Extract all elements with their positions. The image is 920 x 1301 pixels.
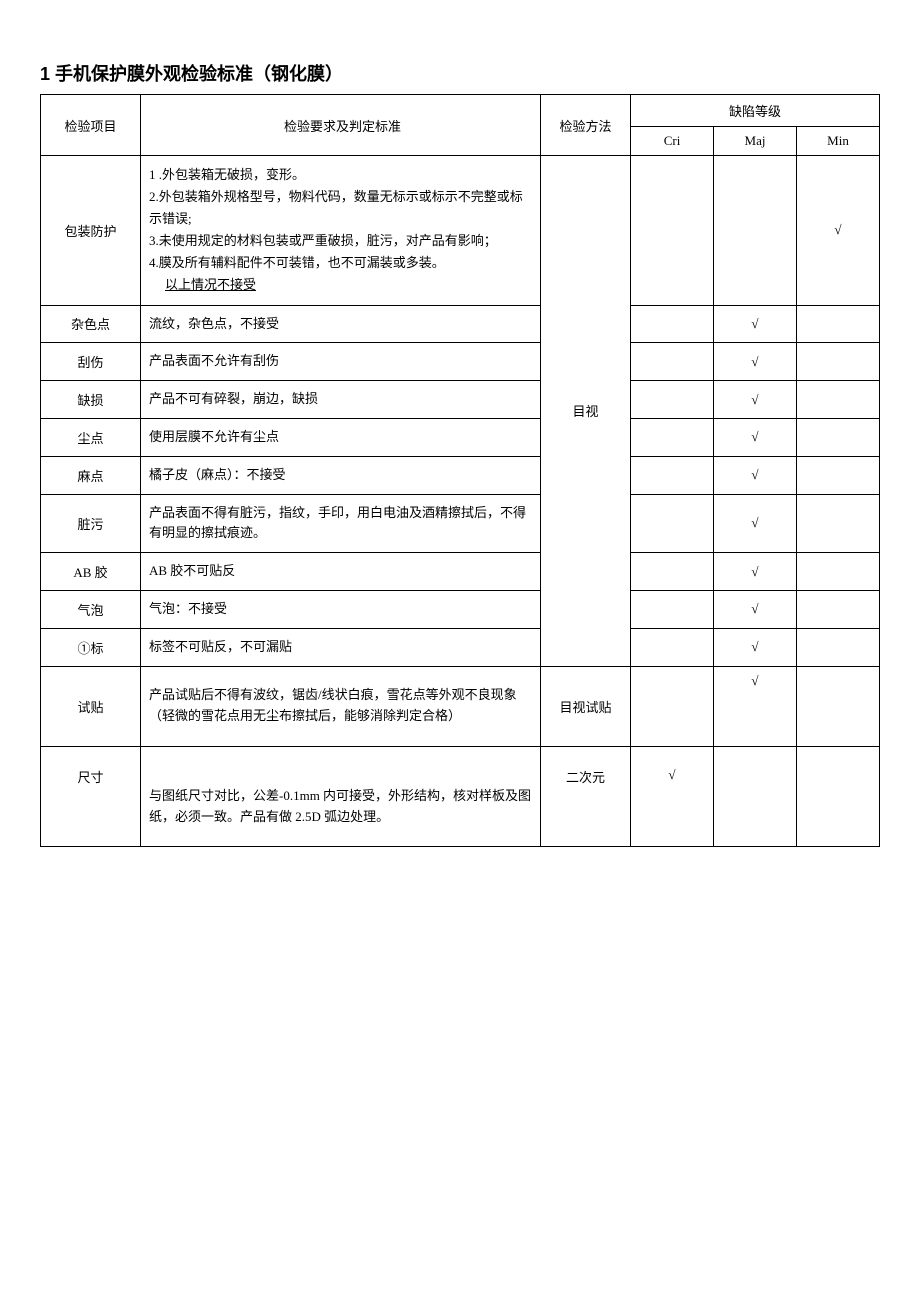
table-row: ①标 标签不可贴反，不可漏贴 √	[41, 628, 880, 666]
req-line: 4.膜及所有辅料配件不可装错，也不可漏装或多装。	[149, 255, 445, 270]
cri-cell	[631, 494, 714, 553]
item-cell: 试贴	[41, 666, 141, 746]
min-cell	[797, 666, 880, 746]
requirement-cell: 使用层膜不允许有尘点	[141, 418, 541, 456]
table-row: 缺损 产品不可有碎裂，崩边，缺损 √	[41, 381, 880, 419]
table-row: 试贴 产品试贴后不得有波纹，锯齿/线状白痕，雪花点等外观不良现象（轻微的雪花点用…	[41, 666, 880, 746]
item-cell: 缺损	[41, 381, 141, 419]
maj-cell	[714, 156, 797, 306]
maj-cell: √	[714, 456, 797, 494]
requirement-cell: 产品不可有碎裂，崩边，缺损	[141, 381, 541, 419]
cri-cell	[631, 343, 714, 381]
req-line: 3.未使用规定的材料包装或严重破损，脏污，对产品有影响；	[149, 233, 497, 248]
table-row: 尘点 使用层膜不允许有尘点 √	[41, 418, 880, 456]
header-item: 检验项目	[41, 95, 141, 156]
requirement-cell: 标签不可贴反，不可漏贴	[141, 628, 541, 666]
min-cell	[797, 305, 880, 343]
table-row: 尺寸 与图纸尺寸对比，公差-0.1mm 内可接受，外形结构，核对样板及图纸，必须…	[41, 746, 880, 846]
cri-cell	[631, 381, 714, 419]
page-title: 1 手机保护膜外观检验标准（钢化膜）	[40, 60, 880, 86]
item-cell: 麻点	[41, 456, 141, 494]
min-cell	[797, 418, 880, 456]
header-requirement: 检验要求及判定标准	[141, 95, 541, 156]
cri-cell	[631, 553, 714, 591]
item-cell: 尘点	[41, 418, 141, 456]
cri-cell	[631, 418, 714, 456]
maj-cell: √	[714, 666, 797, 746]
header-row-1: 检验项目 检验要求及判定标准 检验方法 缺陷等级	[41, 95, 880, 127]
header-maj: Maj	[714, 127, 797, 156]
item-cell: 尺寸	[41, 746, 141, 846]
min-cell	[797, 343, 880, 381]
maj-cell: √	[714, 494, 797, 553]
item-cell: 刮伤	[41, 343, 141, 381]
header-cri: Cri	[631, 127, 714, 156]
method-cell: 目视试贴	[541, 666, 631, 746]
requirement-cell: 橘子皮（麻点）：不接受	[141, 456, 541, 494]
min-cell	[797, 456, 880, 494]
item-cell: ①标	[41, 628, 141, 666]
maj-cell: √	[714, 381, 797, 419]
req-line: 1 .外包装箱无破损，变形。	[149, 167, 305, 182]
table-row: 刮伤 产品表面不允许有刮伤 √	[41, 343, 880, 381]
maj-cell: √	[714, 305, 797, 343]
min-cell	[797, 590, 880, 628]
cri-cell	[631, 156, 714, 306]
maj-cell: √	[714, 343, 797, 381]
inspection-table: 检验项目 检验要求及判定标准 检验方法 缺陷等级 Cri Maj Min 包装防…	[40, 94, 880, 847]
table-row: 杂色点 流纹，杂色点，不接受 √	[41, 305, 880, 343]
maj-cell: √	[714, 590, 797, 628]
min-cell	[797, 628, 880, 666]
cri-cell	[631, 456, 714, 494]
requirement-cell: 产品表面不允许有刮伤	[141, 343, 541, 381]
item-cell: 脏污	[41, 494, 141, 553]
requirement-cell: AB 胶不可贴反	[141, 553, 541, 591]
requirement-cell: 产品试贴后不得有波纹，锯齿/线状白痕，雪花点等外观不良现象（轻微的雪花点用无尘布…	[141, 666, 541, 746]
table-row: 麻点 橘子皮（麻点）：不接受 √	[41, 456, 880, 494]
req-line: 2.外包装箱外规格型号，物料代码，数量无标示或标示不完整或标示错误;	[149, 189, 523, 226]
maj-cell: √	[714, 418, 797, 456]
min-cell	[797, 494, 880, 553]
table-row: AB 胶 AB 胶不可贴反 √	[41, 553, 880, 591]
header-grade: 缺陷等级	[631, 95, 880, 127]
maj-cell: √	[714, 628, 797, 666]
method-cell: 目视	[541, 156, 631, 667]
maj-cell: √	[714, 553, 797, 591]
min-cell	[797, 746, 880, 846]
requirement-cell: 气泡：不接受	[141, 590, 541, 628]
table-row: 气泡 气泡：不接受 √	[41, 590, 880, 628]
cri-cell	[631, 666, 714, 746]
min-cell	[797, 381, 880, 419]
header-method: 检验方法	[541, 95, 631, 156]
cri-cell: √	[631, 746, 714, 846]
requirement-cell: 1 .外包装箱无破损，变形。 2.外包装箱外规格型号，物料代码，数量无标示或标示…	[141, 156, 541, 306]
maj-cell	[714, 746, 797, 846]
req-underline: 以上情况不接受	[149, 277, 256, 292]
requirement-cell: 与图纸尺寸对比，公差-0.1mm 内可接受，外形结构，核对样板及图纸，必须一致。…	[141, 746, 541, 846]
item-cell: 杂色点	[41, 305, 141, 343]
table-row: 脏污 产品表面不得有脏污，指纹，手印，用白电油及酒精擦拭后，不得有明显的擦拭痕迹…	[41, 494, 880, 553]
requirement-cell: 流纹，杂色点，不接受	[141, 305, 541, 343]
cri-cell	[631, 628, 714, 666]
cri-cell	[631, 590, 714, 628]
item-cell: 气泡	[41, 590, 141, 628]
item-cell: 包装防护	[41, 156, 141, 306]
cri-cell	[631, 305, 714, 343]
table-row: 包装防护 1 .外包装箱无破损，变形。 2.外包装箱外规格型号，物料代码，数量无…	[41, 156, 880, 306]
min-cell: √	[797, 156, 880, 306]
requirement-cell: 产品表面不得有脏污，指纹，手印，用白电油及酒精擦拭后，不得有明显的擦拭痕迹。	[141, 494, 541, 553]
min-cell	[797, 553, 880, 591]
header-min: Min	[797, 127, 880, 156]
method-cell: 二次元	[541, 746, 631, 846]
item-cell: AB 胶	[41, 553, 141, 591]
